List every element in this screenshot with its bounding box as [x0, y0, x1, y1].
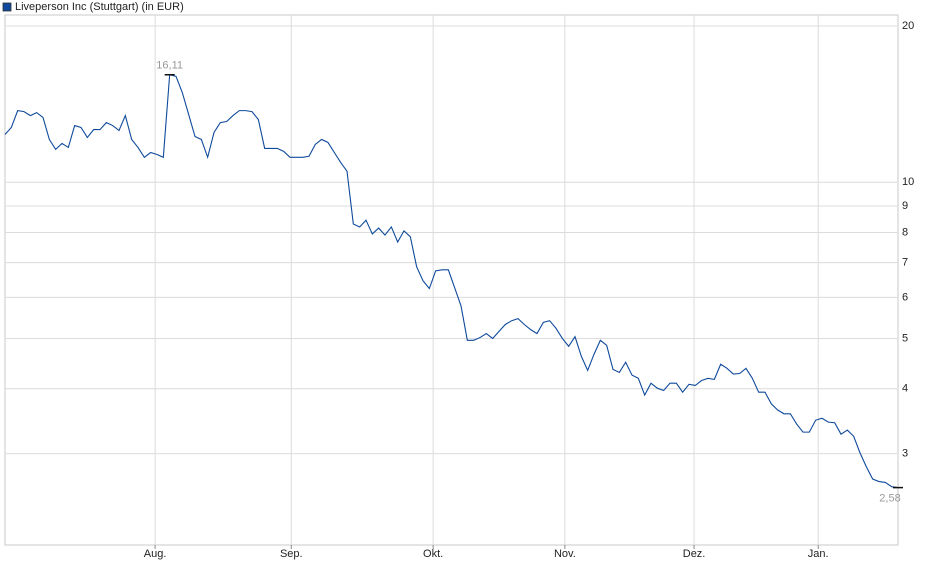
annotation-label: 16,11	[156, 60, 183, 72]
legend-swatch	[2, 2, 12, 12]
x-tick-label: Dez.	[683, 548, 706, 560]
price-line	[4, 74, 899, 489]
x-tick-label: Nov.	[554, 548, 576, 560]
y-tick-label: 6	[902, 291, 908, 303]
y-tick-label: 4	[902, 383, 908, 395]
y-tick-label: 7	[902, 257, 908, 269]
y-tick-label: 9	[902, 200, 908, 212]
x-tick-label: Aug.	[144, 548, 167, 560]
y-tick-label: 5	[902, 332, 908, 344]
legend-label: Liveperson Inc (Stuttgart) (in EUR)	[15, 1, 184, 13]
x-tick-label: Jan.	[808, 548, 829, 560]
x-tick-label: Okt.	[423, 548, 443, 560]
y-tick-label: 3	[902, 448, 908, 460]
y-tick-label: 10	[902, 176, 914, 188]
annotation-label: 2,58	[879, 493, 900, 505]
y-tick-label: 8	[902, 226, 908, 238]
x-tick-label: Sep.	[280, 548, 303, 560]
y-tick-label: 20	[902, 20, 914, 32]
